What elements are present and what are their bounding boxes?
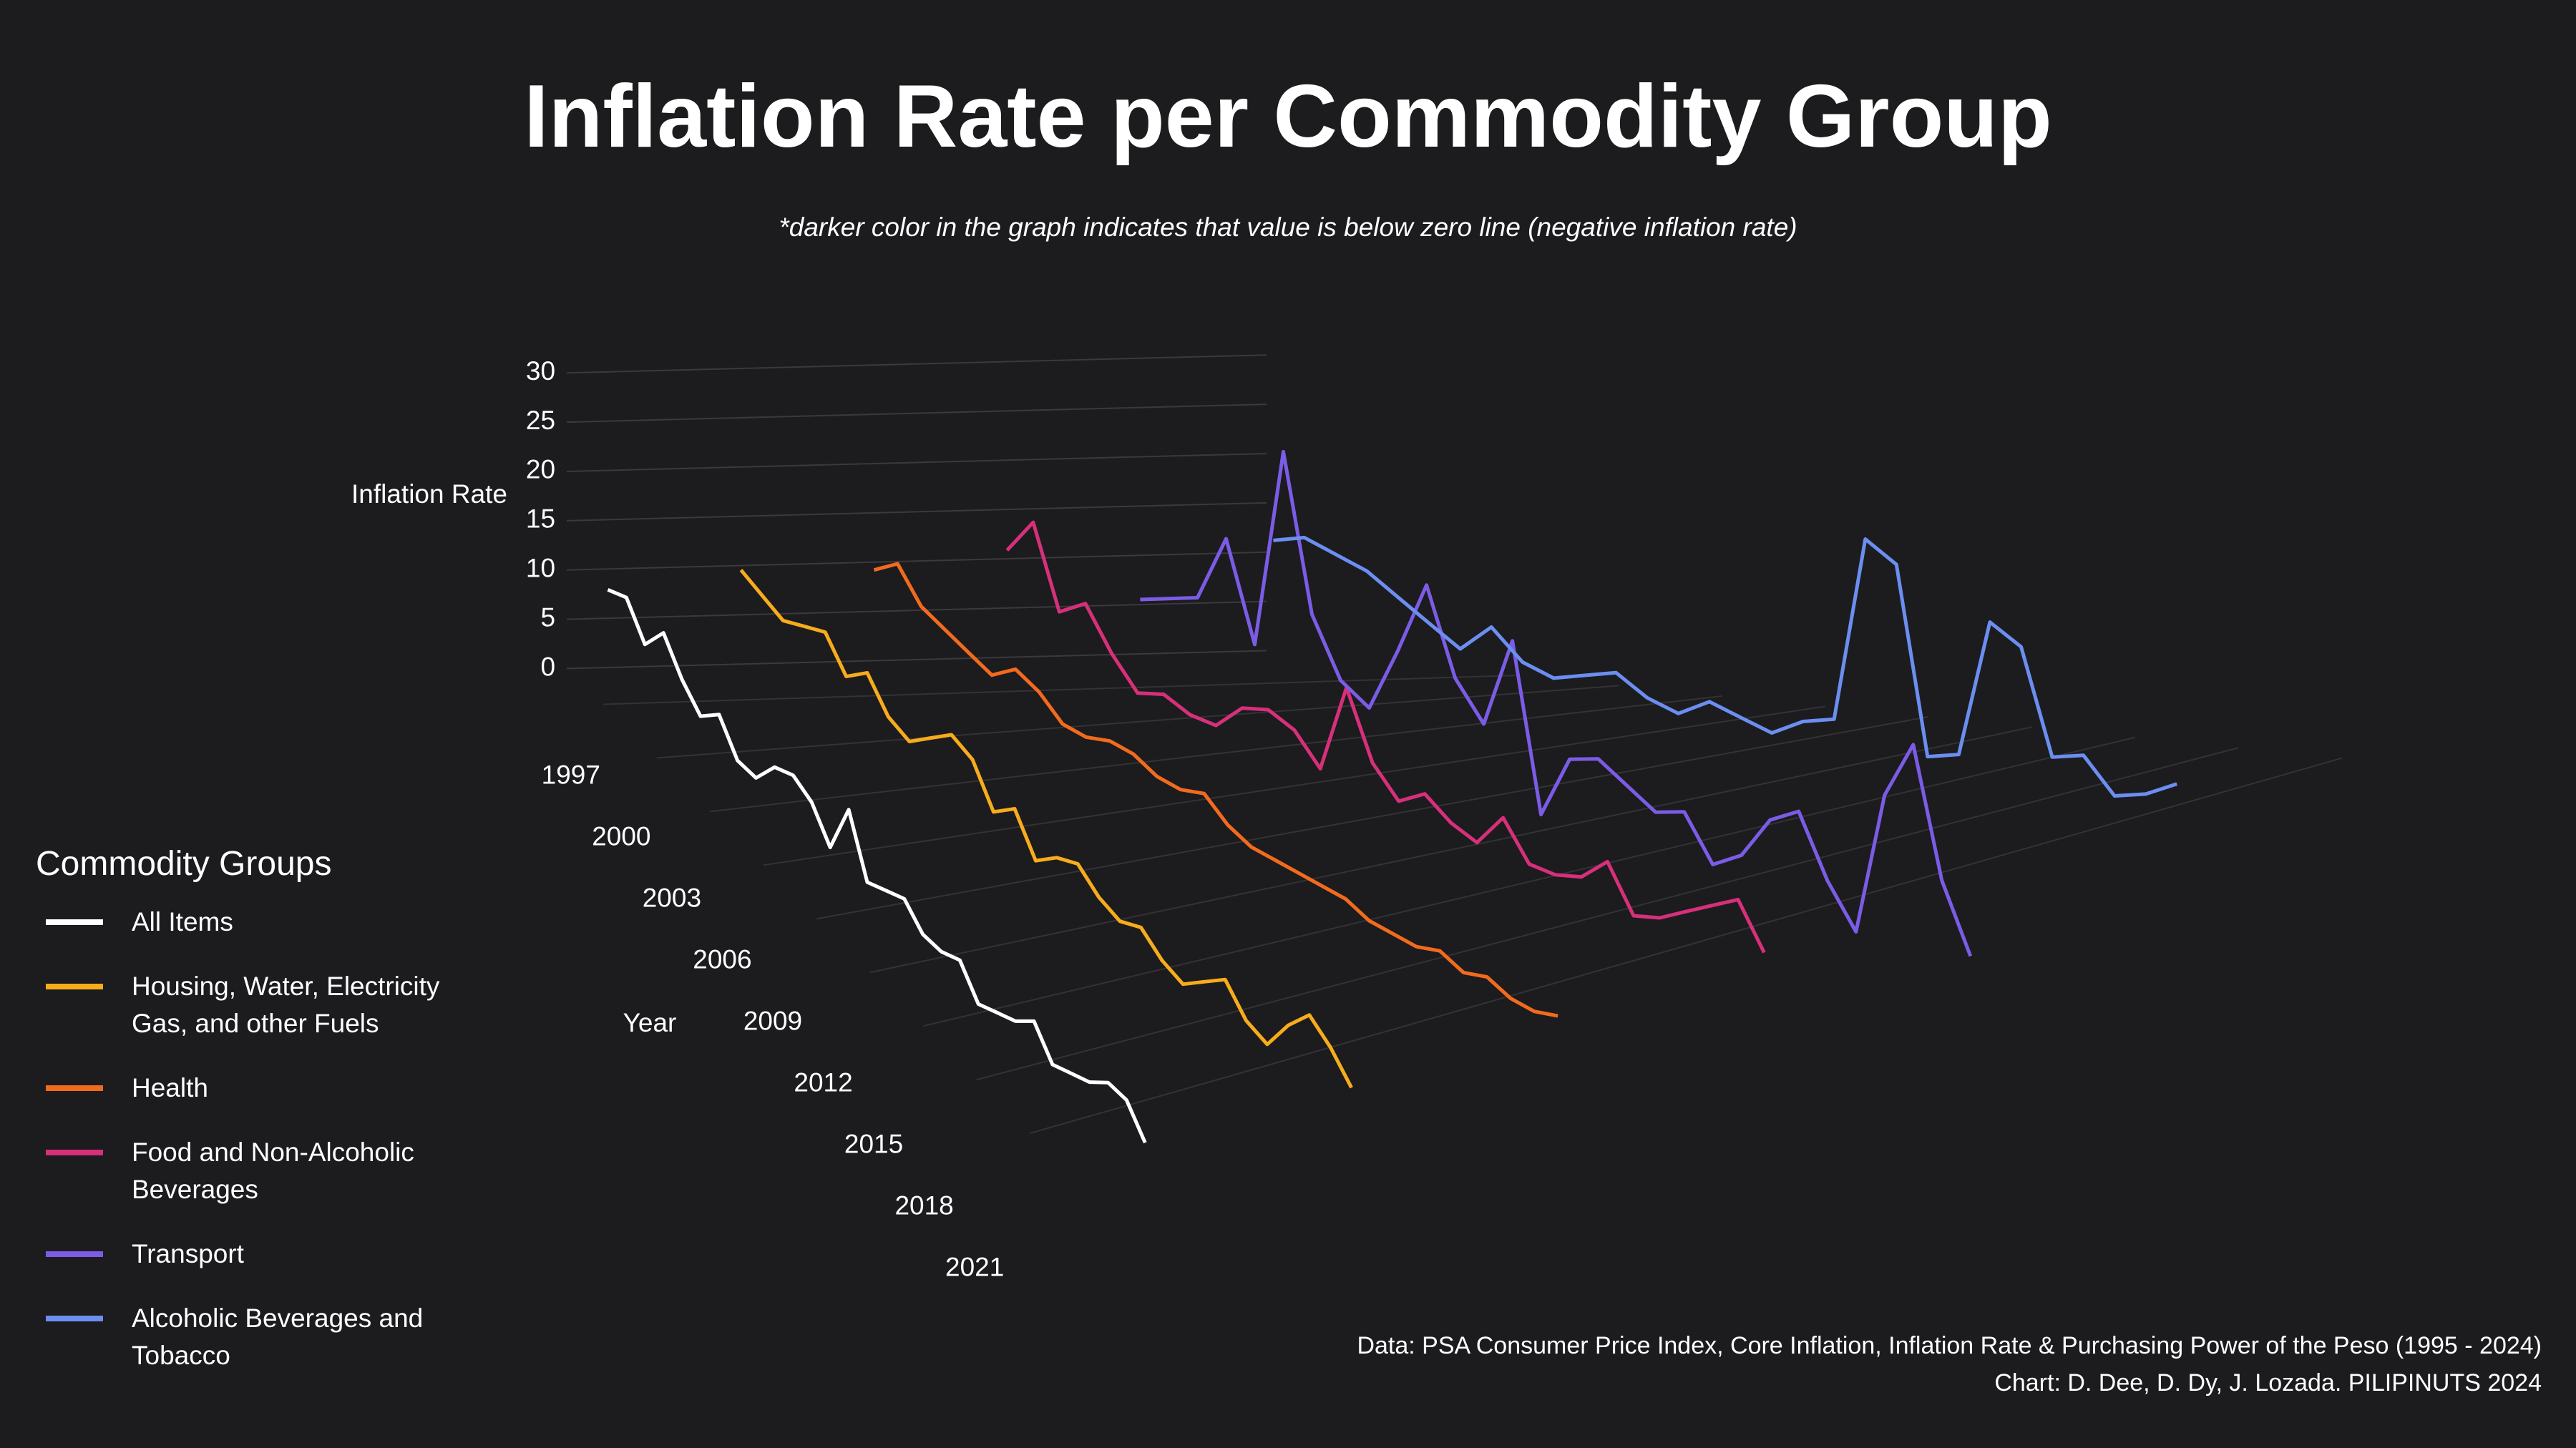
subtitle: *darker color in the graph indicates tha… <box>779 212 1797 242</box>
grid-line <box>923 736 2136 1027</box>
y-tick-label: 30 <box>526 356 555 386</box>
grid-line <box>567 600 1267 620</box>
legend-item: Health <box>36 1070 465 1107</box>
grid-line <box>1030 757 2342 1135</box>
grid-line <box>567 403 1267 424</box>
series-line <box>607 587 1147 1144</box>
series-line <box>1273 535 2177 798</box>
y-tick-label: 5 <box>540 602 555 632</box>
legend-label: Transport <box>132 1239 244 1268</box>
legend-swatch <box>46 1251 103 1257</box>
legend-swatch <box>46 919 103 925</box>
y-tick-label: 20 <box>526 455 555 484</box>
x-tick-label: 2021 <box>945 1253 1004 1282</box>
x-tick-label: 2018 <box>894 1191 953 1220</box>
grid-line <box>976 747 2239 1081</box>
legend-item: Alcoholic Beverages and Tobacco <box>36 1300 465 1374</box>
grid-line <box>567 650 1267 670</box>
legend-swatch <box>46 1316 103 1321</box>
chart-title: Inflation Rate per Commodity Group <box>524 67 2052 166</box>
x-tick-label: 2015 <box>844 1130 903 1159</box>
x-tick-label: 2003 <box>643 884 701 913</box>
x-tick-label: 1997 <box>542 760 600 790</box>
legend-label: Health <box>132 1073 208 1102</box>
grid-line <box>567 452 1267 472</box>
x-tick-label: 2000 <box>592 822 650 851</box>
source-note: Data: PSA Consumer Price Index, Core Inf… <box>1357 1332 2542 1359</box>
series-line <box>1005 520 1766 954</box>
grid-line <box>816 715 1929 920</box>
x-tick-label: 2012 <box>794 1068 852 1097</box>
legend-swatch <box>46 1085 103 1091</box>
legend-swatch <box>46 1150 103 1155</box>
grid-line <box>763 705 1825 866</box>
y-tick-label: 0 <box>540 652 555 681</box>
y-axis-label-box: Inflation Rate <box>351 479 508 509</box>
legend-swatch <box>46 984 103 989</box>
grid-line <box>567 551 1267 571</box>
y-tick-label: 10 <box>526 553 555 582</box>
grid-line <box>567 502 1267 522</box>
series-line <box>873 562 1558 1018</box>
series-line <box>739 569 1353 1089</box>
x-tick-label: 2009 <box>743 1007 802 1036</box>
legend-title: Commodity Groups <box>36 845 332 883</box>
x-axis-label: Year <box>623 1008 677 1037</box>
legend: Commodity Groups All Items Housing, Water… <box>36 844 465 1401</box>
y-axis-label: Inflation Rate <box>351 479 508 509</box>
series-line <box>1140 449 1973 957</box>
legend-item: Food and Non-Alcoholic Beverages <box>36 1134 465 1208</box>
grid-line <box>656 685 1619 759</box>
legend-item: All Items <box>36 904 465 941</box>
legend-label: Food and Non-Alcoholic Beverages <box>132 1138 414 1204</box>
credit-note: Chart: D. Dee, D. Dy, J. Lozada. PILIPIN… <box>1994 1369 2542 1396</box>
legend-item: Housing, Water, Electricity Gas, and oth… <box>36 968 465 1042</box>
grid-line <box>869 726 2032 974</box>
legend-label: Alcoholic Beverages and Tobacco <box>132 1303 424 1370</box>
legend-item: Transport <box>36 1236 465 1273</box>
grid-line <box>603 675 1516 705</box>
legend-label: Housing, Water, Electricity Gas, and oth… <box>132 972 440 1038</box>
x-tick-label: 2006 <box>693 945 751 974</box>
y-tick-label: 15 <box>526 504 555 534</box>
grid-line <box>567 354 1267 374</box>
legend-label: All Items <box>132 907 233 936</box>
grid-line <box>710 695 1722 813</box>
y-tick-label: 25 <box>526 406 555 435</box>
